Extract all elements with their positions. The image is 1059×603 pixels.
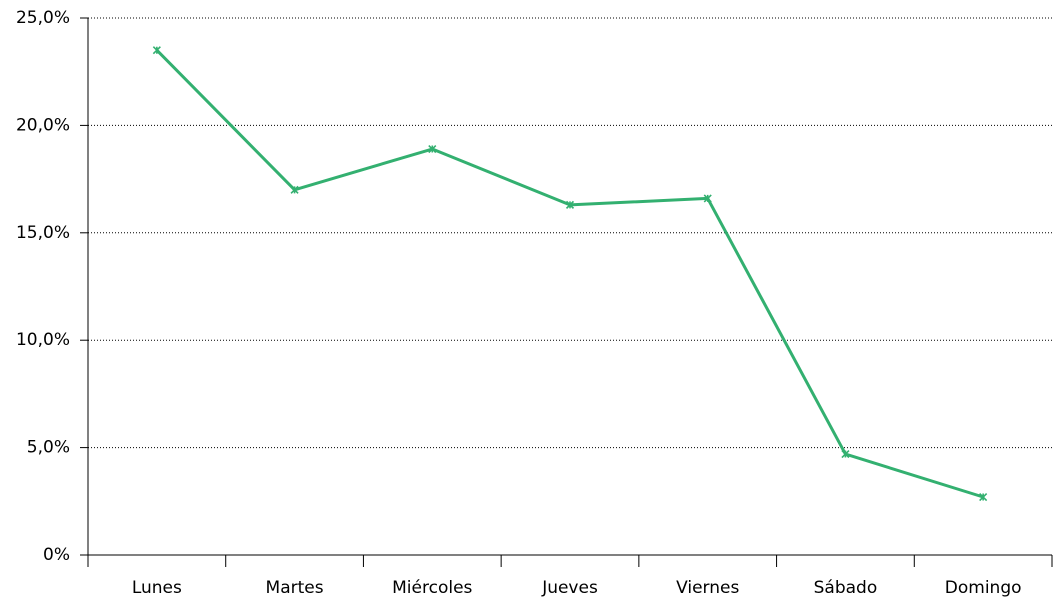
x-tick-label: Sábado bbox=[814, 578, 878, 598]
marker bbox=[703, 194, 712, 203]
marker bbox=[979, 492, 988, 502]
x-tick-label: Domingo bbox=[945, 578, 1022, 598]
marker bbox=[841, 449, 850, 459]
y-tick-label: 20,0% bbox=[16, 115, 70, 135]
y-tick-label: 0% bbox=[43, 545, 70, 565]
line-series bbox=[155, 49, 984, 499]
y-tick-label: 10,0% bbox=[16, 330, 70, 350]
y-tick-label: 5,0% bbox=[27, 438, 70, 458]
marker bbox=[152, 46, 161, 55]
x-tick-label: Jueves bbox=[541, 578, 598, 598]
marker bbox=[428, 144, 437, 154]
marker bbox=[290, 185, 299, 194]
x-tick-label: Martes bbox=[266, 578, 324, 598]
x-tick-label: Viernes bbox=[676, 578, 739, 598]
x-tick-label: Miércoles bbox=[392, 578, 472, 598]
x-tick-label: Lunes bbox=[132, 578, 182, 598]
y-tick-label: 25,0% bbox=[16, 8, 70, 28]
marker bbox=[565, 200, 575, 209]
y-tick-label: 15,0% bbox=[16, 223, 70, 243]
